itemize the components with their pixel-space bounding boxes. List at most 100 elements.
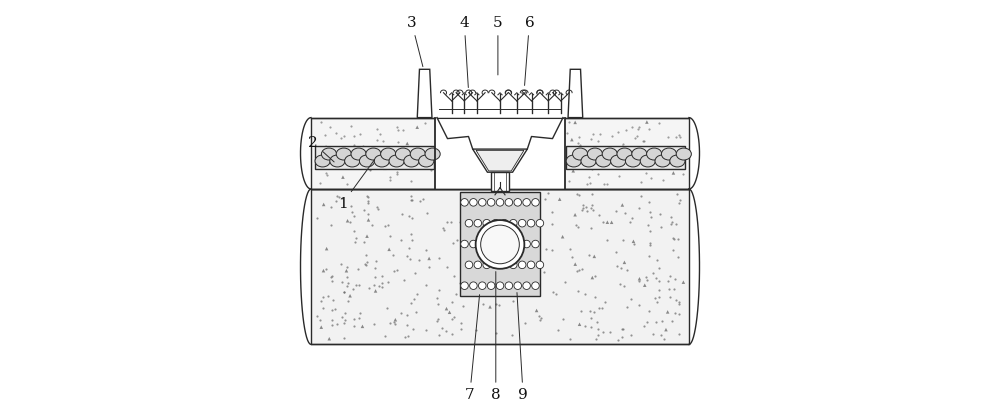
Circle shape bbox=[514, 199, 522, 206]
Ellipse shape bbox=[632, 148, 647, 160]
Polygon shape bbox=[448, 310, 451, 314]
Circle shape bbox=[505, 199, 513, 206]
Text: 5: 5 bbox=[493, 16, 503, 75]
Circle shape bbox=[510, 261, 517, 269]
Circle shape bbox=[492, 261, 499, 269]
Circle shape bbox=[476, 220, 524, 269]
Ellipse shape bbox=[676, 148, 691, 160]
Circle shape bbox=[527, 261, 535, 269]
Polygon shape bbox=[473, 149, 527, 172]
Ellipse shape bbox=[366, 148, 381, 160]
Ellipse shape bbox=[655, 155, 670, 167]
Text: 1: 1 bbox=[338, 160, 374, 211]
Text: 3: 3 bbox=[407, 16, 423, 67]
Polygon shape bbox=[645, 163, 648, 167]
Polygon shape bbox=[320, 326, 323, 329]
Polygon shape bbox=[476, 150, 524, 171]
Circle shape bbox=[510, 219, 517, 227]
Ellipse shape bbox=[640, 155, 655, 167]
Circle shape bbox=[505, 240, 513, 248]
Ellipse shape bbox=[389, 155, 404, 167]
Polygon shape bbox=[394, 318, 397, 321]
Circle shape bbox=[474, 219, 482, 227]
Circle shape bbox=[514, 240, 522, 248]
Ellipse shape bbox=[647, 148, 662, 160]
Circle shape bbox=[532, 282, 539, 289]
Bar bbox=[311, 189, 689, 344]
Circle shape bbox=[487, 282, 495, 289]
Bar bbox=[566, 146, 685, 169]
Circle shape bbox=[478, 240, 486, 248]
Polygon shape bbox=[417, 69, 432, 118]
Circle shape bbox=[523, 199, 530, 206]
Circle shape bbox=[481, 225, 519, 264]
Polygon shape bbox=[346, 219, 349, 223]
Circle shape bbox=[478, 199, 486, 206]
Ellipse shape bbox=[596, 155, 611, 167]
Polygon shape bbox=[568, 69, 583, 118]
Text: 4: 4 bbox=[459, 16, 469, 87]
Ellipse shape bbox=[611, 155, 626, 167]
Polygon shape bbox=[387, 247, 391, 251]
Polygon shape bbox=[445, 307, 448, 310]
Polygon shape bbox=[578, 323, 581, 326]
Ellipse shape bbox=[617, 148, 632, 160]
Circle shape bbox=[487, 199, 495, 206]
Circle shape bbox=[536, 219, 544, 227]
Polygon shape bbox=[570, 138, 574, 142]
Polygon shape bbox=[352, 158, 355, 161]
Bar bbox=[311, 118, 689, 189]
Ellipse shape bbox=[410, 148, 425, 160]
Circle shape bbox=[501, 219, 508, 227]
Ellipse shape bbox=[581, 155, 596, 167]
Circle shape bbox=[478, 282, 486, 289]
Polygon shape bbox=[345, 269, 348, 273]
Polygon shape bbox=[515, 212, 519, 216]
Circle shape bbox=[496, 199, 504, 206]
Polygon shape bbox=[623, 260, 626, 264]
Polygon shape bbox=[322, 269, 325, 273]
Polygon shape bbox=[573, 213, 577, 216]
Ellipse shape bbox=[359, 155, 375, 167]
Polygon shape bbox=[348, 294, 352, 297]
Circle shape bbox=[470, 199, 477, 206]
Circle shape bbox=[487, 240, 495, 248]
Ellipse shape bbox=[625, 155, 641, 167]
Polygon shape bbox=[632, 239, 635, 243]
Circle shape bbox=[518, 261, 526, 269]
Polygon shape bbox=[666, 310, 669, 314]
Text: 2: 2 bbox=[308, 136, 334, 162]
Circle shape bbox=[474, 261, 482, 269]
Polygon shape bbox=[364, 157, 367, 161]
Ellipse shape bbox=[315, 155, 330, 167]
Polygon shape bbox=[488, 305, 492, 309]
Circle shape bbox=[461, 240, 468, 248]
Circle shape bbox=[505, 282, 513, 289]
Polygon shape bbox=[383, 166, 387, 170]
Ellipse shape bbox=[321, 148, 337, 160]
Circle shape bbox=[483, 219, 490, 227]
Polygon shape bbox=[374, 289, 377, 293]
Polygon shape bbox=[365, 234, 369, 238]
Ellipse shape bbox=[661, 148, 677, 160]
Polygon shape bbox=[682, 281, 685, 284]
Circle shape bbox=[496, 240, 504, 248]
Circle shape bbox=[514, 282, 522, 289]
Circle shape bbox=[492, 219, 499, 227]
Polygon shape bbox=[664, 328, 668, 331]
Circle shape bbox=[465, 261, 473, 269]
Polygon shape bbox=[427, 257, 431, 260]
Polygon shape bbox=[573, 121, 577, 124]
Ellipse shape bbox=[381, 148, 396, 160]
Polygon shape bbox=[415, 126, 419, 129]
Circle shape bbox=[470, 282, 477, 289]
Ellipse shape bbox=[336, 148, 351, 160]
Polygon shape bbox=[558, 197, 561, 201]
Ellipse shape bbox=[404, 155, 419, 167]
Ellipse shape bbox=[587, 148, 603, 160]
Ellipse shape bbox=[374, 155, 389, 167]
Text: 8: 8 bbox=[491, 272, 501, 402]
Bar bbox=[491, 172, 509, 191]
Circle shape bbox=[523, 240, 530, 248]
Polygon shape bbox=[610, 220, 613, 224]
